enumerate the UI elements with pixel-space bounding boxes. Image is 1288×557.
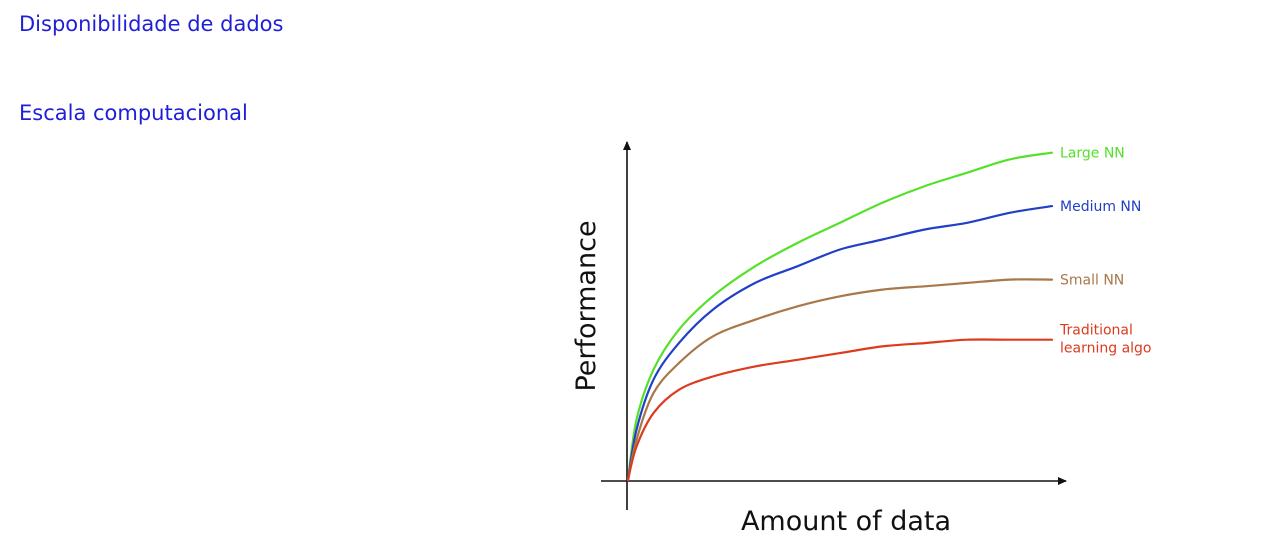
x-axis-label: Amount of data [741, 506, 951, 537]
series-label-1: Medium NN [1060, 199, 1141, 215]
series-label-line: learning algo [1060, 341, 1152, 357]
series-label-0: Large NN [1060, 146, 1125, 162]
series-line-1 [626, 205, 1054, 482]
series-label-line: Small NN [1060, 273, 1124, 289]
series-line-0 [626, 151, 1054, 482]
y-axis-label: Performance [571, 220, 602, 391]
link-disponibilidade-de-dados[interactable]: Disponibilidade de dados [19, 12, 284, 36]
series-label-line: Large NN [1060, 146, 1125, 162]
series-layer: Large NN Medium NN Small NN Traditional lear… [626, 146, 1152, 482]
link-escala-computacional[interactable]: Escala computacional [19, 101, 248, 125]
series-label-2: Small NN [1060, 273, 1124, 289]
series-line-3 [626, 338, 1054, 482]
series-label-3: Traditional learning algo [1059, 323, 1152, 357]
series-label-line: Medium NN [1060, 199, 1141, 215]
series-label-line: Traditional [1059, 323, 1133, 339]
series-line-2 [626, 278, 1054, 482]
